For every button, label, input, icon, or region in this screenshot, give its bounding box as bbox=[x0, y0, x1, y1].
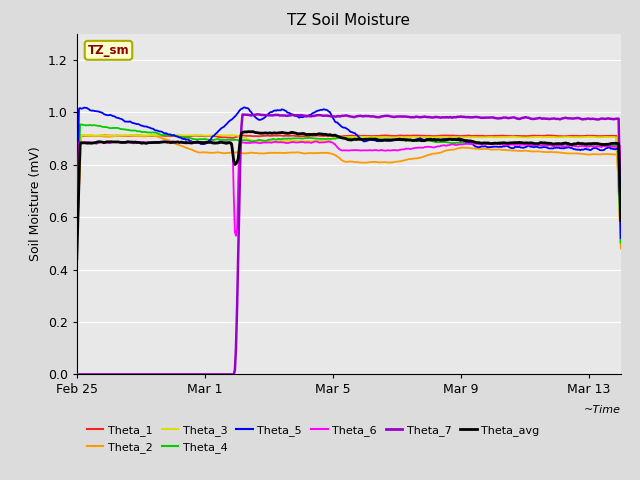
Text: TZ_sm: TZ_sm bbox=[88, 44, 129, 57]
Y-axis label: Soil Moisture (mV): Soil Moisture (mV) bbox=[29, 146, 42, 262]
Text: ~Time: ~Time bbox=[584, 405, 621, 415]
Title: TZ Soil Moisture: TZ Soil Moisture bbox=[287, 13, 410, 28]
Legend: Theta_1, Theta_2, Theta_3, Theta_4, Theta_5, Theta_6, Theta_7, Theta_avg: Theta_1, Theta_2, Theta_3, Theta_4, Thet… bbox=[83, 421, 544, 457]
